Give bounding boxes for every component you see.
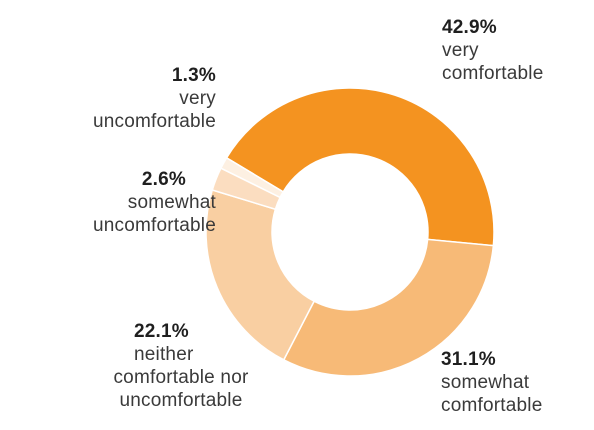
- slice-somewhat-comfortable: [282, 238, 495, 377]
- label-very-uncomfortable-pct: 1.3%: [171, 65, 216, 86]
- label-very-uncomfortable: 1.3% very uncomfortable: [93, 64, 216, 133]
- label-somewhat-uncomfortable-line2: uncomfortable: [92, 215, 216, 236]
- label-very-comfortable-line1: very: [442, 40, 479, 61]
- label-very-comfortable: 42.9% very comfortable: [442, 16, 543, 85]
- label-somewhat-comfortable-line1: somewhat: [441, 372, 530, 393]
- label-neither-line2: comfortable nor: [113, 367, 249, 388]
- slice-very-comfortable: [225, 87, 495, 247]
- label-very-comfortable-pct: 42.9%: [442, 17, 497, 38]
- label-very-uncomfortable-line1: very: [179, 88, 216, 109]
- label-very-uncomfortable-line2: uncomfortable: [92, 111, 216, 132]
- slice-neither-comfortable-nor-uncomfortable: [205, 189, 316, 361]
- label-somewhat-comfortable-line2: comfortable: [441, 395, 543, 416]
- label-somewhat-uncomfortable-pct: 2.6%: [141, 169, 186, 190]
- label-very-comfortable-line2: comfortable: [442, 63, 544, 84]
- label-somewhat-uncomfortable-line1: somewhat: [127, 192, 216, 213]
- label-somewhat-comfortable-pct: 31.1%: [441, 349, 496, 370]
- label-neither-line1: neither: [134, 344, 194, 365]
- label-neither-pct: 22.1%: [134, 321, 189, 342]
- label-neither-line3: uncomfortable: [119, 390, 243, 411]
- donut-slices: [205, 87, 495, 377]
- label-somewhat-comfortable: 31.1% somewhat comfortable: [441, 348, 542, 417]
- label-neither: 22.1% neither comfortable nor uncomforta…: [110, 320, 252, 412]
- slice-very-uncomfortable: [219, 156, 285, 199]
- label-somewhat-uncomfortable: 2.6% somewhat uncomfortable: [93, 168, 216, 237]
